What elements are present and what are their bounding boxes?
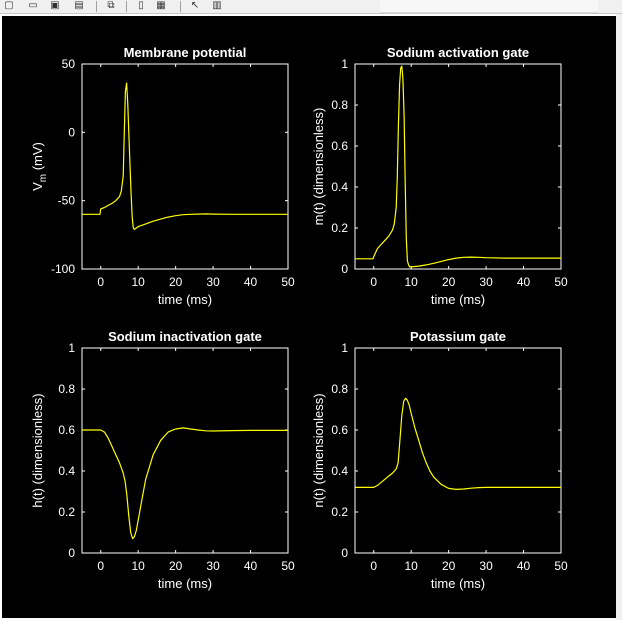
property-inspector-icon[interactable]: ▥ xyxy=(212,0,222,11)
chart-title: Potassium gate xyxy=(410,329,506,344)
axes-box xyxy=(81,347,289,554)
y-tick-label: 0.8 xyxy=(58,382,75,396)
x-tick-label: 50 xyxy=(554,275,568,289)
series-line xyxy=(355,397,561,490)
x-tick-label: 20 xyxy=(169,275,183,289)
y-tick-label: 0.6 xyxy=(58,423,75,437)
window-border xyxy=(616,14,622,620)
y-tick-label: 0.6 xyxy=(331,423,348,437)
toolbar-separator xyxy=(126,1,127,12)
y-tick-label: 0.6 xyxy=(331,139,348,153)
y-tick-label: 1 xyxy=(341,57,348,71)
open-file-icon[interactable]: ▭ xyxy=(28,0,38,11)
x-tick-label: 0 xyxy=(370,559,377,573)
x-axis-label: time (ms) xyxy=(431,292,485,307)
print-icon[interactable]: ▤ xyxy=(74,0,84,11)
x-tick-label: 10 xyxy=(132,275,146,289)
x-axis-label: time (ms) xyxy=(158,576,212,591)
x-tick-label: 50 xyxy=(554,559,568,573)
subplot-3: 0 10 20 30 40 50 0 0.2 0.4 0.6 0.8 1 Sodium inactiva… xyxy=(30,329,295,591)
x-tick-label: 20 xyxy=(442,275,456,289)
chart-title: Sodium activation gate xyxy=(387,45,529,60)
y-axis-label: Vm (mV) xyxy=(30,142,49,191)
x-tick-label: 0 xyxy=(97,559,104,573)
figure-canvas: 0 10 20 30 40 50 -100 -50 0 50 Membrane potential t… xyxy=(2,16,616,618)
axes-box xyxy=(354,63,562,270)
insert-colorbar-icon[interactable]: ▯ xyxy=(138,0,144,11)
subplot-4: 0 10 20 30 40 50 0 0.2 0.4 0.6 0.8 1 Potassium gate t… xyxy=(311,329,568,591)
y-axis-label: h(t) (dimensionless) xyxy=(30,393,45,507)
new-figure-icon[interactable]: ▢ xyxy=(4,0,14,11)
subplot-2: 0 10 20 30 40 50 0 0.2 0.4 0.6 0.8 1 Sodium activati… xyxy=(311,45,568,307)
x-tick-label: 40 xyxy=(244,559,258,573)
y-tick-label: 0.8 xyxy=(331,98,348,112)
y-tick-label: 1 xyxy=(341,341,348,355)
y-tick-label: 0 xyxy=(341,546,348,560)
toolbar-separator xyxy=(180,1,181,12)
y-tick-label: 0.4 xyxy=(331,180,348,194)
x-tick-label: 0 xyxy=(370,275,377,289)
subplot-1: 0 10 20 30 40 50 -100 -50 0 50 Membrane potential t… xyxy=(30,45,295,307)
x-tick-label: 40 xyxy=(517,559,531,573)
y-tick-label: 50 xyxy=(62,57,76,71)
y-tick-label: 1 xyxy=(68,341,75,355)
series-line xyxy=(355,65,561,268)
y-tick-label: 0.4 xyxy=(331,464,348,478)
x-axis-label: time (ms) xyxy=(158,292,212,307)
x-axis-label: time (ms) xyxy=(431,576,485,591)
x-tick-label: 30 xyxy=(206,275,220,289)
y-axis-label-main: V xyxy=(30,182,45,191)
toolbar-field xyxy=(380,0,598,13)
y-tick-label: 0 xyxy=(341,262,348,276)
figure-toolbar: ▢ ▭ ▣ ▤ ⧉ ▯ ▦ ↖ ▥ xyxy=(0,0,622,14)
y-axis-label: n(t) (dimensionless) xyxy=(311,393,326,507)
y-tick-label: 0.8 xyxy=(331,382,348,396)
x-tick-label: 0 xyxy=(97,275,104,289)
edit-plot-pointer-icon[interactable]: ↖ xyxy=(190,0,200,11)
y-tick-label: -50 xyxy=(58,194,76,208)
x-tick-label: 20 xyxy=(169,559,183,573)
y-axis-label-subscript: m xyxy=(38,174,49,182)
x-tick-label: 50 xyxy=(281,559,295,573)
axes-box xyxy=(81,63,289,270)
y-tick-label: 0.2 xyxy=(331,221,348,235)
chart-title: Sodium inactivation gate xyxy=(108,329,262,344)
series-line xyxy=(82,82,288,230)
y-tick-label: 0.4 xyxy=(58,464,75,478)
y-axis-label: m(t) (dimensionless) xyxy=(311,108,326,226)
y-tick-label: 0.2 xyxy=(331,505,348,519)
x-tick-label: 30 xyxy=(479,559,493,573)
x-tick-label: 10 xyxy=(405,275,419,289)
x-tick-label: 30 xyxy=(479,275,493,289)
y-tick-label: -100 xyxy=(51,262,75,276)
toolbar-separator xyxy=(96,1,97,12)
y-tick-label: 0 xyxy=(68,125,75,139)
y-tick-label: 0.2 xyxy=(58,505,75,519)
link-plot-icon[interactable]: ⧉ xyxy=(107,0,115,11)
x-tick-label: 10 xyxy=(405,559,419,573)
x-tick-label: 40 xyxy=(244,275,258,289)
y-tick-label: 0 xyxy=(68,546,75,560)
chart-title: Membrane potential xyxy=(124,45,247,60)
y-axis-label-unit: (mV) xyxy=(30,142,45,174)
x-tick-label: 20 xyxy=(442,559,456,573)
series-line xyxy=(82,427,288,540)
x-tick-label: 30 xyxy=(206,559,220,573)
insert-legend-icon[interactable]: ▦ xyxy=(156,0,166,11)
x-tick-label: 10 xyxy=(132,559,146,573)
x-tick-label: 40 xyxy=(517,275,531,289)
axes-box xyxy=(354,347,562,554)
save-icon[interactable]: ▣ xyxy=(50,0,60,11)
x-tick-label: 50 xyxy=(281,275,295,289)
